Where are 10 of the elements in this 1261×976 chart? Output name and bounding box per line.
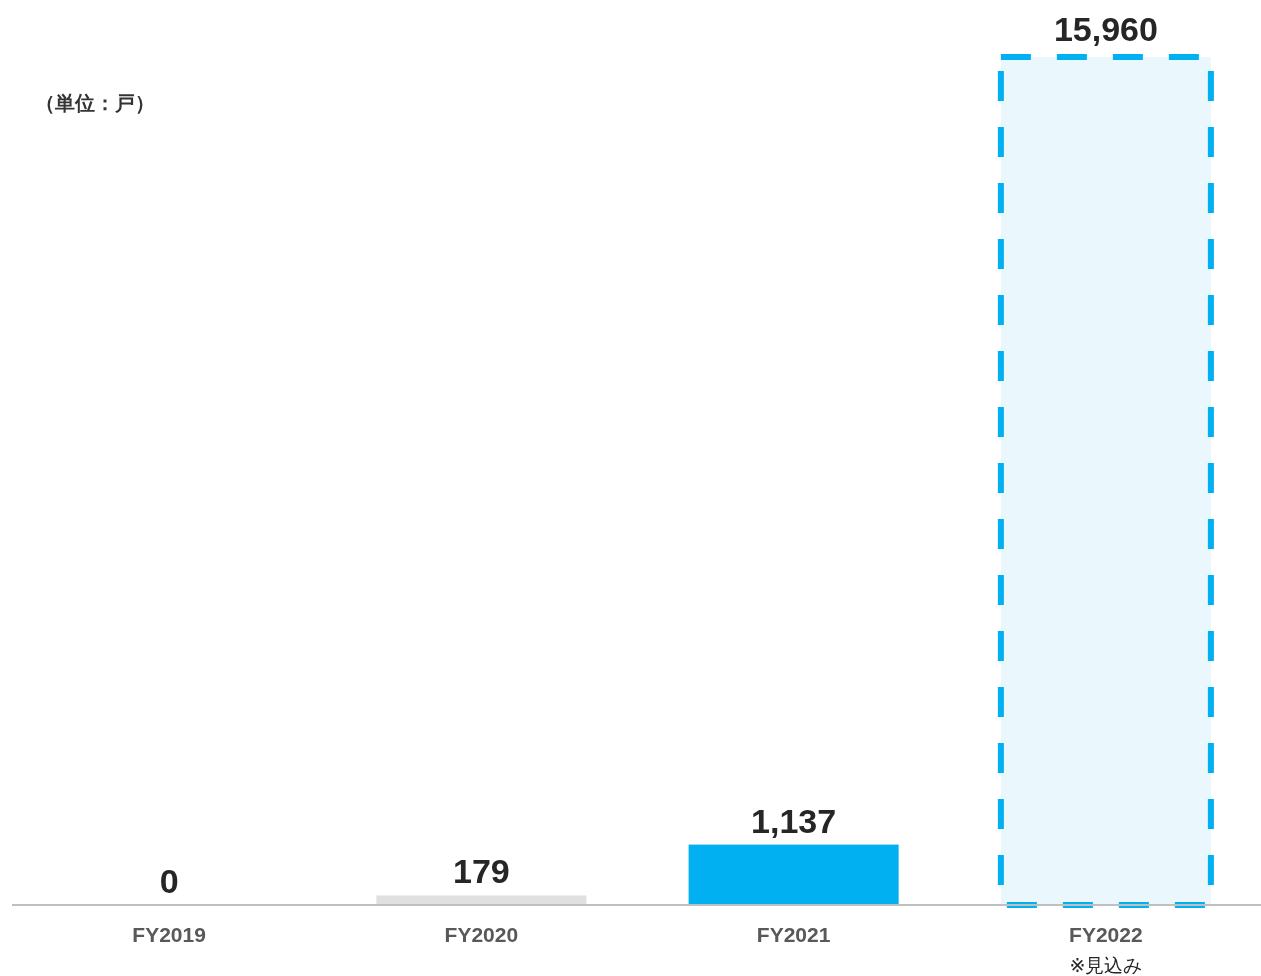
x-tick-label: FY2019 [132,923,206,946]
data-label: 15,960 [1053,10,1158,48]
data-label: 0 [159,862,179,900]
x-tick-label: FY2021 [756,923,831,946]
text: ※見込み [1069,955,1143,976]
x-tick-label: FY2022 [1069,923,1143,946]
data-label: 179 [453,852,510,891]
data-label: 1,137 [751,801,837,840]
ylabel: （単位：戸） [35,92,155,114]
x-tick-label: FY2020 [444,923,519,946]
